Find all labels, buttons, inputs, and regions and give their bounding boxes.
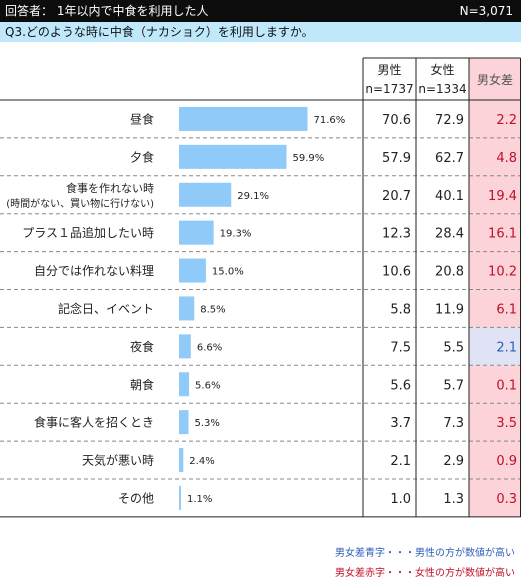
- male-value: 5.6: [390, 378, 411, 393]
- male-value: 20.7: [382, 189, 411, 204]
- note-red: 男女差赤字・・・女性の方が数値が高い: [335, 568, 515, 579]
- bar: [179, 144, 287, 169]
- bar: [179, 448, 184, 473]
- diff-value: 2.1: [496, 340, 517, 355]
- male-value: 1.0: [390, 492, 411, 507]
- female-value: 5.7: [443, 378, 464, 393]
- female-value: 28.4: [435, 227, 464, 242]
- bar-value-label: 29.1%: [237, 191, 269, 202]
- bar-value-label: 19.3%: [220, 229, 252, 240]
- bar: [179, 372, 190, 397]
- bar: [179, 182, 232, 207]
- category-label: 夜食: [130, 339, 154, 354]
- diff-cell-bg: [469, 365, 521, 404]
- category-label: 自分では作れない料理: [34, 264, 154, 278]
- note-blue: 男女差青字・・・男性の方が数値が高い: [335, 548, 515, 559]
- category-label: 朝食: [130, 377, 154, 392]
- diff-cell-bg: [469, 213, 521, 252]
- bar-value-label: 8.5%: [200, 304, 225, 315]
- diff-cell-bg: [469, 327, 521, 366]
- category-sublabel: (時間がない、買い物に行けない): [6, 197, 154, 210]
- diff-value: 3.5: [496, 416, 517, 431]
- diff-cell-bg: [469, 403, 521, 442]
- female-value: 62.7: [435, 151, 464, 166]
- sample-size: N=3,071: [459, 4, 513, 18]
- n-female: n=1334: [418, 82, 466, 96]
- header-male: 男性: [377, 63, 401, 77]
- bar-value-label: 15.0%: [212, 267, 244, 278]
- bar-value-label: 6.6%: [197, 342, 222, 353]
- category-label: 食事を作れない時: [66, 181, 154, 195]
- header-female: 女性: [430, 62, 454, 77]
- diff-cell-bg: [469, 251, 521, 290]
- diff-cell-bg: [469, 441, 521, 479]
- diff-value: 0.3: [496, 492, 517, 507]
- bar-value-label: 5.3%: [195, 418, 220, 429]
- male-value: 70.6: [382, 113, 411, 128]
- female-value: 11.9: [435, 302, 464, 317]
- diff-cell-bg: [469, 137, 521, 176]
- diff-value: 16.1: [488, 227, 517, 242]
- bar: [179, 410, 189, 435]
- bar-value-label: 59.9%: [293, 153, 325, 164]
- diff-value: 0.9: [496, 454, 517, 469]
- bar: [179, 106, 308, 131]
- female-value: 5.5: [443, 340, 464, 355]
- bar: [179, 334, 191, 359]
- bar: [179, 296, 195, 321]
- female-value: 20.8: [435, 265, 464, 280]
- female-value: 72.9: [435, 113, 464, 128]
- respondent-label: 回答者： 1年以内で中食を利用した人: [5, 4, 209, 18]
- male-value: 7.5: [390, 340, 411, 355]
- male-value: 2.1: [390, 454, 411, 469]
- diff-value: 2.2: [496, 113, 517, 128]
- category-label: 記念日、イベント: [58, 301, 154, 316]
- female-value: 40.1: [435, 189, 464, 204]
- diff-cell-bg: [469, 479, 521, 517]
- female-value: 2.9: [443, 454, 464, 469]
- bar: [179, 485, 181, 510]
- male-value: 57.9: [382, 151, 411, 166]
- female-value: 7.3: [443, 416, 464, 431]
- header-diff: 男女差: [477, 72, 513, 87]
- male-value: 5.8: [390, 302, 411, 317]
- bar: [179, 220, 214, 245]
- category-label: 夕食: [130, 149, 154, 164]
- bar-value-label: 1.1%: [187, 494, 212, 505]
- diff-header-bg: [469, 58, 521, 100]
- diff-value: 10.2: [488, 265, 517, 280]
- diff-cell-bg: [469, 175, 521, 214]
- male-value: 12.3: [382, 227, 411, 242]
- diff-cell-bg: [469, 100, 521, 138]
- category-label: プラス１品追加したい時: [22, 225, 154, 240]
- male-value: 10.6: [382, 265, 411, 280]
- female-value: 1.3: [443, 492, 464, 507]
- category-label: 天気が悪い時: [82, 453, 154, 468]
- bar-value-label: 5.6%: [195, 380, 220, 391]
- bar: [179, 258, 206, 283]
- question-header: Q3.どのような時に中食（ナカショク）を利用しますか。: [0, 22, 521, 42]
- category-label: 食事に客人を招くとき: [34, 415, 154, 430]
- respondent-header: 回答者： 1年以内で中食を利用した人 N=3,071: [0, 0, 521, 22]
- diff-cell-bg: [469, 289, 521, 328]
- diff-value: 19.4: [488, 189, 517, 204]
- question-text: Q3.どのような時に中食（ナカショク）を利用しますか。: [5, 25, 314, 39]
- category-label: 昼食: [130, 111, 154, 126]
- diff-value: 0.1: [496, 378, 517, 393]
- bar-value-label: 71.6%: [314, 115, 346, 126]
- category-label: その他: [118, 491, 154, 505]
- n-male: n=1737: [365, 82, 413, 96]
- diff-value: 6.1: [496, 302, 517, 317]
- bar-value-label: 2.4%: [189, 456, 214, 467]
- male-value: 3.7: [390, 416, 411, 431]
- diff-value: 4.8: [496, 151, 517, 166]
